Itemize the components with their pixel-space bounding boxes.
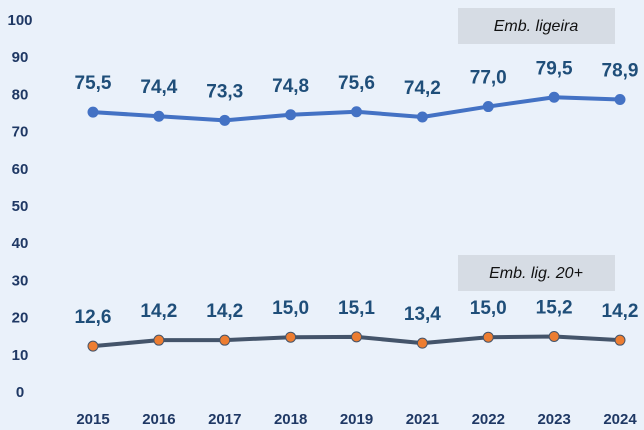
- data-label: 77,0: [470, 68, 507, 89]
- y-tick-label: 70: [12, 124, 29, 141]
- y-tick-label: 40: [12, 235, 29, 252]
- marker: [614, 93, 626, 105]
- data-label: 78,9: [602, 61, 639, 82]
- marker: [153, 334, 165, 346]
- y-tick-label: 100: [7, 12, 32, 29]
- data-label: 74,2: [404, 78, 441, 99]
- data-label: 74,4: [140, 77, 177, 98]
- x-tick-label: 2016: [142, 411, 175, 428]
- x-tick-label: 2022: [472, 411, 505, 428]
- data-label: 14,2: [602, 301, 639, 322]
- x-tick-label: 2021: [406, 411, 439, 428]
- y-tick-label: 20: [12, 310, 29, 327]
- y-tick-label: 30: [12, 272, 29, 289]
- data-label: 14,2: [206, 301, 243, 322]
- marker: [614, 334, 626, 346]
- y-tick-label: 80: [12, 86, 29, 103]
- marker: [87, 106, 99, 118]
- data-label: 75,5: [75, 73, 112, 94]
- data-label: 13,4: [404, 304, 441, 325]
- data-label: 15,0: [470, 298, 507, 319]
- legend-box: [458, 255, 615, 291]
- data-label: 15,1: [338, 298, 375, 319]
- marker: [219, 334, 231, 346]
- y-tick-label: 0: [16, 384, 24, 401]
- data-label: 73,3: [206, 81, 243, 102]
- marker: [548, 330, 560, 342]
- data-label: 14,2: [140, 301, 177, 322]
- x-tick-label: 2023: [537, 411, 570, 428]
- y-tick-label: 10: [12, 347, 29, 364]
- marker: [416, 337, 428, 349]
- x-tick-label: 2019: [340, 411, 373, 428]
- data-label: 15,0: [272, 298, 309, 319]
- marker: [482, 101, 494, 113]
- data-label: 74,8: [272, 76, 309, 97]
- marker: [87, 340, 99, 352]
- marker: [219, 114, 231, 126]
- marker: [285, 109, 297, 121]
- data-label: 79,5: [536, 58, 573, 79]
- data-label: 12,6: [75, 307, 112, 328]
- legend-label: Emb. lig. 20+: [489, 265, 583, 282]
- data-label: 15,2: [536, 297, 573, 318]
- marker: [153, 110, 165, 122]
- y-tick-label: 50: [12, 198, 29, 215]
- y-tick-label: 60: [12, 161, 29, 178]
- legend-box: [458, 8, 615, 44]
- x-tick-label: 2018: [274, 411, 307, 428]
- x-tick-label: 2024: [603, 411, 637, 428]
- marker: [416, 111, 428, 123]
- data-label: 75,6: [338, 73, 375, 94]
- marker: [351, 106, 362, 118]
- marker: [482, 331, 494, 343]
- legend-label: Emb. ligeira: [494, 18, 579, 35]
- x-tick-label: 2015: [76, 411, 109, 428]
- y-tick-label: 90: [12, 49, 29, 66]
- marker: [548, 91, 560, 103]
- marker: [285, 331, 297, 343]
- marker: [351, 331, 362, 343]
- x-tick-label: 2017: [208, 411, 241, 428]
